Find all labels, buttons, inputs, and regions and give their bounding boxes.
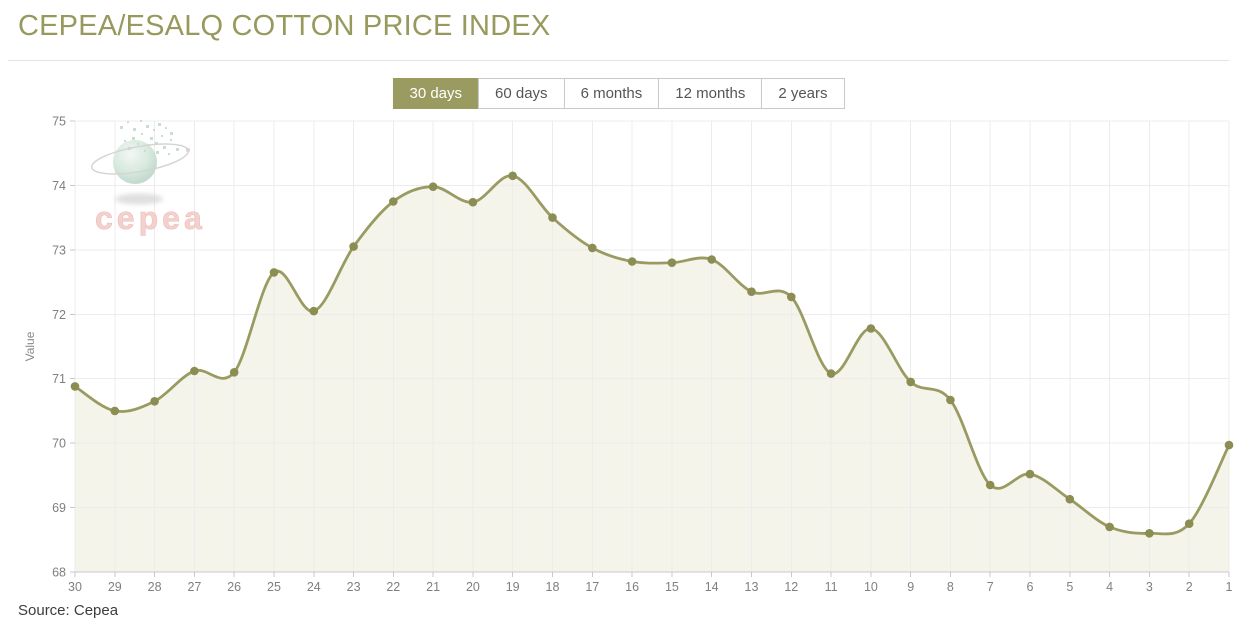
data-point-day-25[interactable] [269,268,279,277]
data-point-day-16[interactable] [627,257,637,266]
data-point-day-29[interactable] [110,406,120,416]
data-point-day-5[interactable] [1065,494,1075,504]
x-tick-label: 8 [947,580,954,594]
y-tick-label: 71 [52,372,66,386]
data-point-day-20[interactable] [468,197,478,207]
x-tick-label: 29 [108,580,122,594]
cepea-watermark-logo: cepea [90,120,206,236]
y-tick-label: 68 [52,566,66,580]
x-tick-label: 19 [506,580,520,594]
x-tick-label: 17 [585,580,599,594]
tab-12-months[interactable]: 12 months [658,78,763,109]
x-tick-label: 18 [546,580,560,594]
source-label: Source: Cepea [18,602,119,619]
x-tick-label: 1 [1226,580,1233,594]
x-tick-label: 4 [1106,580,1113,594]
data-point-day-10[interactable] [866,324,876,333]
y-axis-title: Value [23,331,37,361]
y-tick-label: 70 [52,437,66,451]
data-point-day-17[interactable] [588,243,597,253]
data-point-day-3[interactable] [1145,529,1154,538]
x-tick-label: 22 [386,580,400,594]
data-point-day-2[interactable] [1184,519,1194,528]
data-point-day-28[interactable] [150,397,159,406]
x-tick-label: 7 [987,580,994,594]
x-tick-label: 15 [665,580,679,594]
data-point-day-15[interactable] [667,258,677,267]
data-point-day-8[interactable] [946,395,955,405]
x-tick-label: 9 [907,580,914,594]
data-point-day-7[interactable] [985,480,995,490]
price-series [70,171,1234,538]
x-tick-label: 30 [68,580,82,594]
x-tick-label: 27 [187,580,201,594]
x-tick-label: 14 [705,580,719,594]
tab-6-months[interactable]: 6 months [563,78,660,109]
data-point-day-26[interactable] [229,368,239,377]
data-point-day-30[interactable] [70,382,80,391]
orbit-satellite-dot [185,147,191,153]
watermark-pixel-dots [120,120,179,155]
x-tick-label: 11 [825,580,838,594]
x-tick-label: 13 [745,580,759,594]
watermark-text: cepea [95,200,206,236]
x-tick-label: 2 [1186,580,1193,594]
x-tick-label: 6 [1027,580,1034,594]
data-point-day-11[interactable] [826,369,836,378]
area-fill [75,175,1229,572]
x-tick-label: 28 [148,580,162,594]
watermark-shadow [115,193,163,205]
tab-30-days[interactable]: 30 days [392,78,480,109]
data-point-day-21[interactable] [428,182,438,191]
x-tick-label: 12 [784,580,798,594]
data-point-day-19[interactable] [508,171,517,181]
x-tick-label: 3 [1146,580,1153,594]
x-tick-label: 23 [347,580,361,594]
data-point-day-13[interactable] [747,287,756,296]
x-tick-label: 24 [307,580,321,594]
tab-2-years[interactable]: 2 years [761,78,845,109]
x-tick-label: 21 [426,580,440,594]
y-tick-label: 73 [52,243,66,257]
data-point-day-4[interactable] [1105,522,1114,532]
data-point-day-6[interactable] [1025,469,1035,479]
x-tick-label: 16 [625,580,639,594]
x-tick-label: 26 [227,580,241,594]
title-divider [8,60,1229,61]
y-tick-label: 69 [52,501,66,515]
data-point-day-14[interactable] [707,255,716,264]
data-point-day-9[interactable] [906,377,915,387]
data-point-day-27[interactable] [190,366,199,376]
data-point-day-23[interactable] [349,242,358,251]
y-tick-label: 72 [52,308,66,322]
data-point-day-12[interactable] [787,292,796,302]
y-tick-label: 74 [52,179,66,193]
data-point-day-22[interactable] [389,197,398,206]
data-point-day-1[interactable] [1224,440,1234,450]
tab-60-days[interactable]: 60 days [478,78,565,109]
x-tick-label: 5 [1066,580,1073,594]
data-point-day-18[interactable] [548,213,557,222]
x-tick-label: 25 [267,580,281,594]
data-point-day-24[interactable] [309,306,319,316]
period-tab-bar: 30 days 60 days 6 months 12 months 2 years [392,78,845,109]
y-tick-label: 75 [52,115,66,129]
page-title: CEPEA/ESALQ COTTON PRICE INDEX [18,10,551,42]
x-tick-label: 10 [864,580,878,594]
x-tick-label: 20 [466,580,480,594]
